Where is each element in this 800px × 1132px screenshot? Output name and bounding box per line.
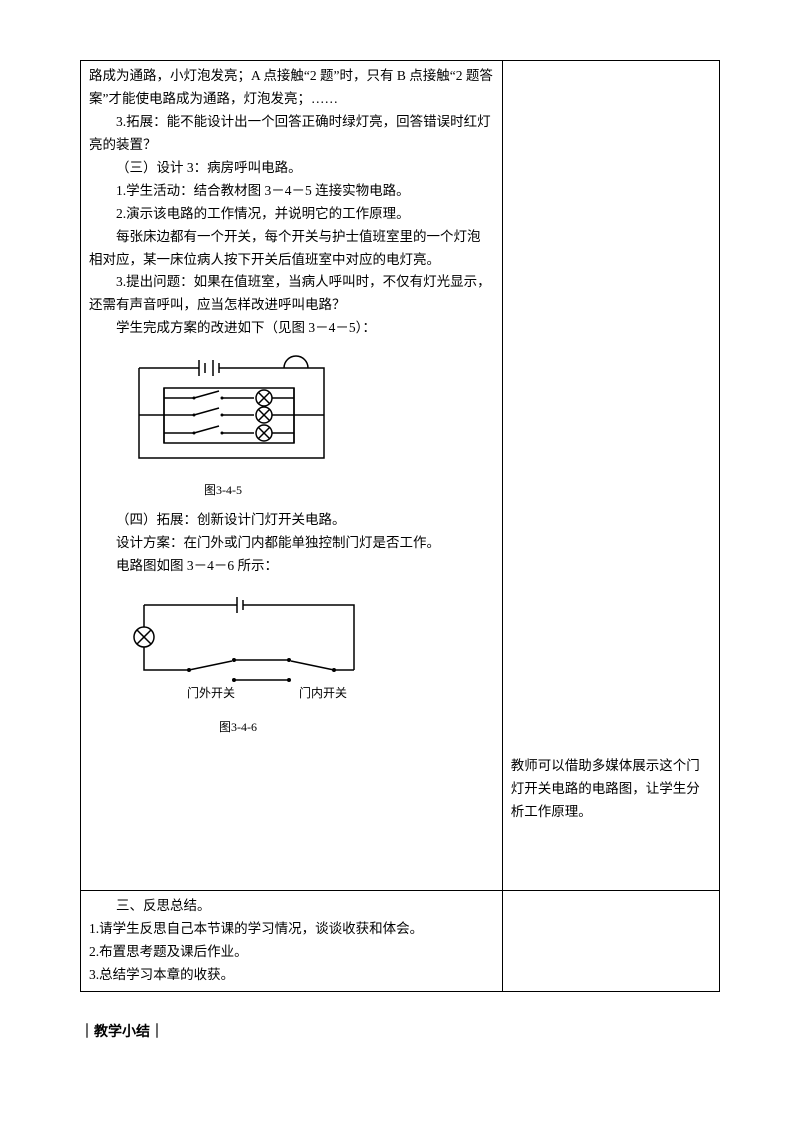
paragraph: 每张床边都有一个开关，每个开关与护士值班室里的一个灯泡相对应，某一床位病人按下开… — [89, 226, 494, 272]
paragraph: （四）拓展：创新设计门灯开关电路。 — [89, 509, 494, 532]
page: 路成为通路，小灯泡发亮；A 点接触“2 题”时，只有 B 点接触“2 题答案”才… — [0, 0, 800, 1132]
cell-left-1: 路成为通路，小灯泡发亮；A 点接触“2 题”时，只有 B 点接触“2 题答案”才… — [81, 61, 503, 891]
right-note: 教师可以借助多媒体展示这个门灯开关电路的电路图，让学生分析工作原理。 — [511, 65, 711, 824]
reflection-item: 2.布置思考题及课后作业。 — [89, 941, 494, 964]
reflection-item: 3.总结学习本章的收获。 — [89, 964, 494, 987]
figure-3-4-6: 门外开关 门内开关 图3-4-6 — [119, 585, 494, 737]
paragraph: 2.演示该电路的工作情况，并说明它的工作原理。 — [89, 203, 494, 226]
circuit-diagram-3-4-6: 门外开关 门内开关 — [119, 585, 379, 715]
figure-caption-2: 图3-4-6 — [219, 717, 494, 737]
paragraph: 学生完成方案的改进如下（见图 3－4－5）： — [89, 317, 494, 340]
paragraph: 路成为通路，小灯泡发亮；A 点接触“2 题”时，只有 B 点接触“2 题答案”才… — [89, 65, 494, 111]
paragraph: 3.提出问题：如果在值班室，当病人呼叫时，不仅有灯光显示，还需有声音呼叫，应当怎… — [89, 271, 494, 317]
circuit-diagram-3-4-5 — [119, 348, 339, 478]
figure-3-4-5: 图3-4-5 — [119, 348, 494, 500]
cell-right-2 — [502, 890, 719, 991]
paragraph: 1.学生活动：结合教材图 3－4－5 连接实物电路。 — [89, 180, 494, 203]
cell-right-1: 教师可以借助多媒体展示这个门灯开关电路的电路图，让学生分析工作原理。 — [502, 61, 719, 891]
footer-heading: ｜教学小结｜ — [80, 1020, 720, 1045]
row2-heading: 三、反思总结。 — [89, 895, 494, 918]
paragraph: （三）设计 3：病房呼叫电路。 — [89, 157, 494, 180]
cell-left-2: 三、反思总结。 1.请学生反思自己本节课的学习情况，谈谈收获和体会。2.布置思考… — [81, 890, 503, 991]
reflection-item: 1.请学生反思自己本节课的学习情况，谈谈收获和体会。 — [89, 918, 494, 941]
paragraph: 电路图如图 3－4－6 所示： — [89, 555, 494, 578]
svg-text:门外开关: 门外开关 — [187, 685, 235, 700]
main-table: 路成为通路，小灯泡发亮；A 点接触“2 题”时，只有 B 点接触“2 题答案”才… — [80, 60, 720, 992]
paragraph: 3.拓展：能不能设计出一个回答正确时绿灯亮，回答错误时红灯亮的装置？ — [89, 111, 494, 157]
figure-caption-1: 图3-4-5 — [204, 480, 494, 500]
svg-text:门内开关: 门内开关 — [299, 685, 347, 700]
paragraph: 设计方案：在门外或门内都能单独控制门灯是否工作。 — [89, 532, 494, 555]
